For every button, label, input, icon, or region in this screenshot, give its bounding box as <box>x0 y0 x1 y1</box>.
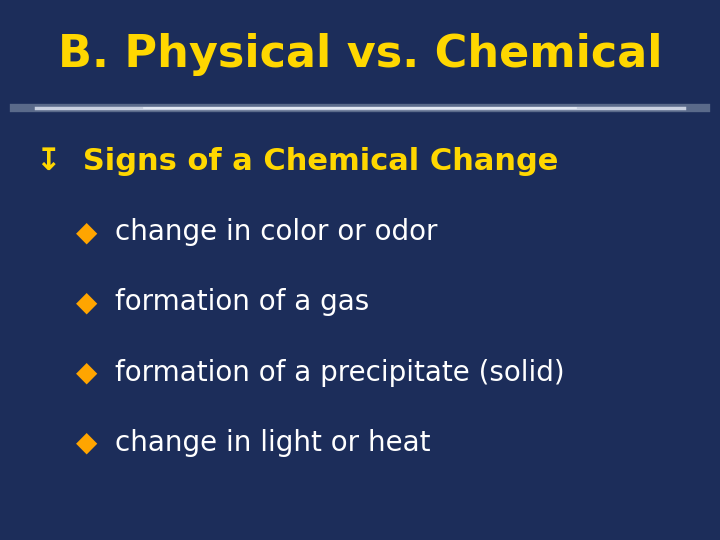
Text: formation of a precipitate (solid): formation of a precipitate (solid) <box>115 359 564 387</box>
Text: B. Physical vs. Chemical: B. Physical vs. Chemical <box>58 32 662 76</box>
Text: change in color or odor: change in color or odor <box>115 218 438 246</box>
Text: formation of a gas: formation of a gas <box>115 288 369 316</box>
Text: change in light or heat: change in light or heat <box>115 429 431 457</box>
Text: ↧  Signs of a Chemical Change: ↧ Signs of a Chemical Change <box>36 147 559 177</box>
Text: ◆: ◆ <box>76 359 97 387</box>
Text: ◆: ◆ <box>76 288 97 316</box>
Text: ◆: ◆ <box>76 429 97 457</box>
Text: ◆: ◆ <box>76 218 97 246</box>
